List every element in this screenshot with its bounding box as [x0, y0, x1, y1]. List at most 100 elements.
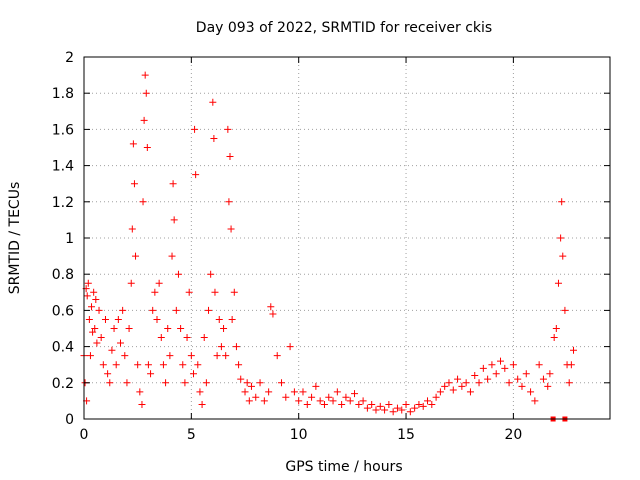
data-point — [110, 325, 118, 332]
data-point — [232, 343, 240, 351]
data-point — [329, 397, 337, 405]
data-point — [351, 390, 359, 398]
data-point — [119, 306, 127, 314]
data-point — [159, 361, 167, 369]
data-point — [101, 315, 109, 323]
data-point — [484, 375, 492, 383]
data-point — [402, 401, 410, 409]
x-axis-label: GPS time / hours — [285, 459, 402, 475]
data-point — [454, 375, 462, 383]
data-point — [202, 379, 210, 387]
y-tick-label: 1.8 — [52, 86, 74, 102]
data-point — [116, 339, 124, 347]
data-point — [558, 198, 566, 206]
data-point — [333, 388, 341, 396]
axis-ticks — [83, 56, 610, 420]
data-point — [381, 406, 389, 414]
data-point — [237, 375, 245, 383]
y-tick-label: 0.2 — [52, 376, 74, 392]
data-point — [552, 325, 560, 332]
data-point — [170, 216, 178, 224]
data-point — [245, 397, 253, 405]
data-point — [127, 279, 135, 287]
data-point — [278, 379, 286, 387]
data-point — [531, 397, 539, 405]
data-point — [398, 406, 406, 414]
x-tick-label: 20 — [504, 427, 522, 443]
data-point — [196, 388, 204, 396]
data-point — [200, 334, 208, 342]
data-point — [144, 361, 152, 369]
data-point — [295, 397, 303, 405]
data-point — [475, 379, 483, 387]
data-point — [539, 375, 547, 383]
data-point — [359, 397, 367, 405]
data-point — [514, 375, 522, 383]
data-point — [205, 306, 213, 314]
data-point — [267, 303, 275, 311]
data-point — [86, 352, 94, 360]
data-point — [114, 315, 122, 323]
data-point — [129, 140, 137, 148]
data-point — [139, 198, 147, 206]
data-point — [230, 288, 238, 296]
data-point — [104, 370, 112, 378]
data-point — [217, 343, 225, 351]
data-point — [125, 325, 133, 332]
data-point — [385, 401, 393, 409]
data-point — [325, 393, 333, 401]
data-point — [172, 306, 180, 314]
data-point — [346, 397, 354, 405]
data-point — [243, 379, 251, 387]
data-point — [169, 180, 177, 188]
data-point — [183, 334, 191, 342]
data-point — [187, 352, 195, 360]
data-point — [559, 252, 567, 260]
data-point — [99, 361, 107, 369]
data-point — [432, 393, 440, 401]
data-point — [224, 125, 232, 133]
data-point — [368, 401, 376, 409]
data-point — [140, 116, 148, 124]
x-tick-label: 0 — [80, 427, 89, 443]
data-point — [312, 382, 320, 390]
y-tick-label: 0 — [65, 412, 74, 428]
data-point — [92, 296, 100, 304]
data-point — [554, 279, 562, 287]
data-point — [189, 370, 197, 378]
data-point — [83, 292, 91, 300]
data-point — [220, 325, 228, 332]
data-point — [497, 357, 505, 365]
data-point — [527, 388, 535, 396]
data-point — [191, 125, 199, 133]
data-point — [316, 397, 324, 405]
data-point — [406, 408, 414, 416]
y-tick-label: 1 — [65, 231, 74, 247]
data-point — [95, 306, 103, 314]
data-point — [112, 361, 120, 369]
data-point — [84, 279, 92, 287]
y-tick-label: 0.6 — [52, 303, 74, 319]
data-point — [567, 361, 575, 369]
data-point — [130, 180, 138, 188]
data-point — [235, 361, 243, 369]
data-point — [136, 388, 144, 396]
data-point — [132, 252, 140, 260]
data-point — [88, 303, 96, 311]
data-point — [436, 388, 444, 396]
data-point — [290, 388, 298, 396]
data-point — [106, 379, 114, 387]
data-point — [226, 153, 234, 161]
data-point — [445, 379, 453, 387]
data-point — [544, 382, 552, 390]
data-point — [282, 393, 290, 401]
data-point — [535, 361, 543, 369]
data-point — [355, 401, 363, 409]
data-point — [153, 315, 161, 323]
data-point — [320, 401, 328, 409]
data-point — [411, 404, 419, 412]
data-point — [138, 401, 146, 409]
data-point — [557, 234, 565, 242]
y-tick-label: 1.2 — [52, 195, 74, 211]
